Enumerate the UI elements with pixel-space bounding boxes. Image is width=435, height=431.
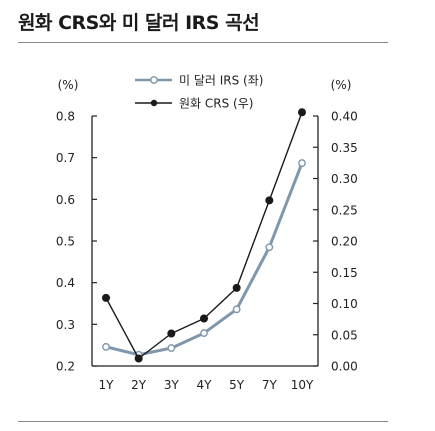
data-point (200, 329, 208, 337)
right-tick-label: 0.10 (331, 297, 358, 311)
data-point (102, 342, 110, 351)
x-tick-label: 10Y (291, 378, 314, 392)
left-axis-label: (%) (58, 78, 79, 92)
data-point (298, 159, 306, 167)
left-tick-label: 0.3 (56, 318, 75, 332)
data-point (167, 329, 176, 338)
x-tick-label: 4Y (197, 378, 213, 392)
legend: 미 달러 IRS (좌) 원화 CRS (우) (135, 74, 263, 111)
x-tick-label: 2Y (131, 378, 147, 392)
chart-title: 원화 CRS와 미 달러 IRS 곡선 (18, 12, 260, 34)
left-tick-label: 0.5 (56, 235, 75, 249)
right-tick-label: 0.25 (331, 203, 358, 217)
right-axis-label: (%) (331, 78, 352, 92)
x-tick-label: 1Y (99, 378, 115, 392)
right-tick-label: 0.40 (331, 110, 358, 124)
left-tick-label: 0.6 (56, 193, 75, 207)
data-point (265, 243, 274, 252)
data-point (232, 305, 241, 314)
left-tick-label: 0.2 (56, 360, 75, 374)
data-point (102, 293, 110, 302)
legend-label: 원화 CRS (우) (179, 97, 253, 111)
plot-area (102, 108, 306, 363)
right-tick-label: 0.00 (331, 360, 358, 374)
data-point (134, 354, 143, 363)
right-tick-label: 0.20 (331, 235, 358, 249)
right-tick-label: 0.30 (331, 172, 358, 186)
right-tick-label: 0.15 (331, 266, 358, 280)
data-point (298, 108, 306, 117)
legend-marker (150, 99, 158, 107)
right-tick-label: 0.05 (331, 328, 358, 342)
title-divider (18, 42, 388, 43)
legend-marker (150, 76, 158, 84)
axes: 0.2 0.3 0.4 0.5 0.6 0.7 0.8 (%) 0.00 0.05 0.10 0.15… (56, 78, 358, 392)
left-tick-label: 0.8 (56, 110, 75, 124)
left-tick-label: 0.7 (56, 151, 75, 165)
data-point (232, 283, 241, 292)
data-point (167, 344, 176, 352)
legend-label: 미 달러 IRS (좌) (179, 74, 263, 88)
data-point (200, 314, 208, 323)
bottom-divider (18, 421, 388, 422)
right-tick-label: 0.35 (331, 141, 358, 155)
left-tick-label: 0.4 (56, 276, 75, 290)
x-tick-label: 3Y (164, 378, 180, 392)
x-tick-label: 5Y (229, 378, 245, 392)
x-tick-label: 7Y (262, 378, 278, 392)
data-point (265, 196, 274, 205)
